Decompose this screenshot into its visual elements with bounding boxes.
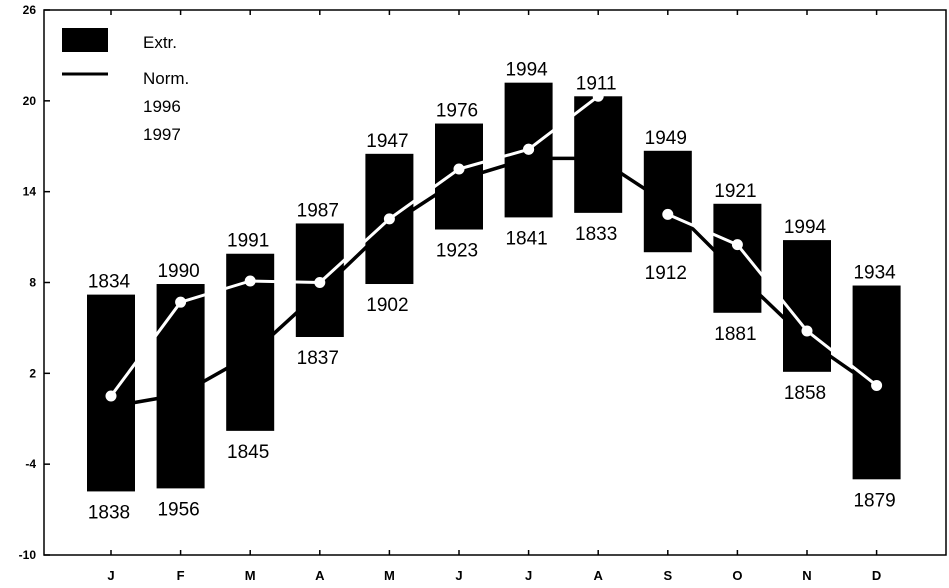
- record-high-year: 1976: [436, 101, 478, 122]
- legend-extr-label: Extr.: [143, 33, 177, 52]
- series-point: [801, 325, 813, 337]
- extreme-bar: [435, 123, 483, 230]
- y-tick-label: 14: [23, 185, 37, 199]
- record-low-year: 1902: [366, 295, 408, 316]
- x-tick-label: F: [177, 568, 185, 583]
- record-low-year: 1956: [157, 499, 199, 520]
- x-tick-label: A: [315, 568, 325, 583]
- y-axis: 26 20 14 8 2 -4 -10: [19, 3, 50, 562]
- record-high-year: 1911: [576, 73, 617, 94]
- record-high-year: 1921: [714, 181, 756, 202]
- y-tick-label: 2: [29, 366, 36, 380]
- x-tick-label: O: [732, 568, 742, 583]
- legend-1996-label: 1996: [143, 97, 181, 116]
- x-tick-label: J: [455, 568, 462, 583]
- series-point: [662, 208, 674, 220]
- record-high-year: 1991: [227, 231, 269, 252]
- record-high-year: 1994: [505, 60, 548, 81]
- extreme-bar: [574, 96, 623, 213]
- y-tick-label: -4: [25, 457, 36, 471]
- series-point: [453, 163, 465, 175]
- record-low-year: 1838: [88, 502, 130, 523]
- record-year-labels: 1834 1838 1990 1956 1991 1845 1987 1837 1947 1902…: [88, 60, 896, 524]
- series-point: [383, 213, 395, 225]
- series-point: [314, 277, 326, 288]
- series-point: [105, 390, 117, 402]
- record-high-year: 1947: [366, 131, 408, 152]
- x-tick-label: A: [594, 568, 604, 583]
- legend-norm-label: Norm.: [143, 69, 189, 88]
- record-high-year: 1934: [853, 263, 896, 284]
- record-low-year: 1879: [853, 490, 895, 511]
- legend-1997-label: 1997: [143, 125, 181, 144]
- record-low-year: 1841: [505, 228, 547, 249]
- y-tick-label: -10: [19, 548, 37, 562]
- record-low-year: 1833: [575, 224, 617, 245]
- temperature-lines: [105, 90, 883, 409]
- record-low-year: 1912: [645, 263, 687, 284]
- extreme-bars: [87, 82, 901, 492]
- record-high-year: 1990: [157, 261, 199, 282]
- x-tick-label: J: [107, 568, 114, 583]
- series-point: [871, 379, 883, 391]
- x-tick-label: D: [872, 568, 881, 583]
- record-low-year: 1845: [227, 442, 269, 463]
- y-tick-label: 20: [23, 94, 37, 108]
- series-line: [110, 156, 878, 409]
- x-tick-label: M: [245, 568, 256, 583]
- record-high-year: 1834: [88, 272, 131, 293]
- series-point: [592, 90, 604, 102]
- extreme-bar: [643, 150, 692, 253]
- series-line: [667, 213, 878, 387]
- legend: Extr. Norm. 1996 1997: [62, 28, 189, 144]
- record-low-year: 1858: [784, 383, 826, 404]
- series-point: [523, 143, 535, 155]
- record-high-year: 1987: [297, 200, 339, 221]
- x-tick-label: M: [384, 568, 395, 583]
- series-point: [244, 275, 256, 287]
- series-point: [175, 296, 187, 308]
- legend-extr-swatch: [62, 28, 108, 52]
- x-tick-label: N: [802, 568, 811, 583]
- record-high-year: 1994: [784, 217, 827, 238]
- series-point: [731, 239, 743, 251]
- x-tick-label: J: [525, 568, 532, 583]
- record-high-year: 1949: [645, 128, 687, 149]
- x-tick-label: S: [663, 568, 672, 583]
- record-low-year: 1923: [436, 241, 478, 262]
- record-low-year: 1881: [714, 324, 756, 345]
- record-low-year: 1837: [297, 348, 339, 369]
- y-tick-label: 8: [29, 276, 36, 290]
- y-tick-label: 26: [23, 3, 37, 17]
- series-line: [527, 95, 600, 151]
